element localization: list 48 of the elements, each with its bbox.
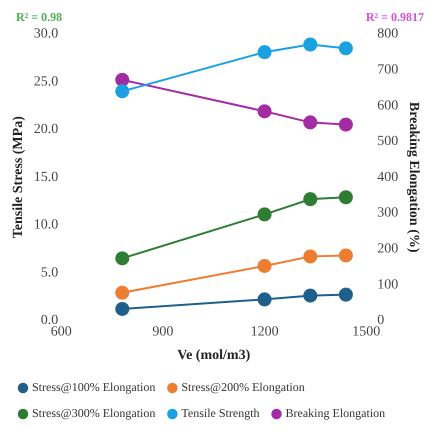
y2-tick-label: 500	[377, 134, 398, 150]
legend-label: Stress@100% Elongation	[32, 380, 156, 394]
point	[115, 302, 130, 316]
y2-tick-label: 600	[377, 98, 398, 114]
x-tick-label: 1500	[352, 324, 380, 340]
point	[338, 190, 353, 204]
point	[258, 258, 272, 273]
y2-tick-label: 700	[377, 62, 398, 78]
point	[115, 72, 130, 87]
y2-tick-label: 800	[377, 26, 398, 42]
y-axis-title: Tensile Stress (MPa)	[11, 116, 26, 238]
point	[258, 207, 272, 222]
y2-tick-label: 400	[377, 170, 398, 185]
x-tick-label: 600	[50, 324, 72, 340]
legend-label: Tensile Strength	[181, 406, 260, 420]
point	[115, 286, 130, 300]
point	[303, 38, 318, 52]
point	[303, 115, 318, 130]
legend-label: Breaking Elongation	[286, 406, 386, 420]
y2-tick-label: 200	[377, 241, 398, 256]
point	[258, 45, 272, 60]
x-tick-label: 900	[152, 324, 174, 340]
y-tick-label: 30.0	[34, 26, 58, 42]
y-tick-label: 15.0	[34, 170, 58, 185]
y2-tick-label: 300	[377, 206, 398, 221]
y-tick-label: 25.0	[34, 74, 58, 90]
point	[303, 192, 318, 206]
point	[115, 84, 130, 98]
legend-label: Stress@300% Elongation	[32, 406, 156, 420]
point	[303, 288, 318, 303]
y-tick-label: 5.0	[40, 265, 58, 280]
x-tick-label: 1200	[250, 324, 279, 340]
point	[303, 249, 318, 264]
text: R² = 0.9817	[366, 10, 424, 24]
point	[338, 288, 353, 302]
y2-axis-title: Breaking Elongation (%)	[406, 102, 421, 253]
point	[258, 292, 272, 306]
point	[258, 104, 272, 118]
point	[338, 41, 353, 56]
point	[115, 251, 130, 266]
text: R² = 0.98	[16, 10, 62, 24]
y-tick-label: 20.0	[34, 122, 58, 138]
y-tick-label: 10.0	[34, 218, 58, 233]
point	[338, 248, 353, 262]
point	[338, 118, 353, 132]
legend-label: Stress@200% Elongation	[181, 380, 305, 394]
y2-tick-label: 100	[377, 277, 398, 292]
x-axis-title: Ve (mol/m3)	[177, 348, 251, 364]
